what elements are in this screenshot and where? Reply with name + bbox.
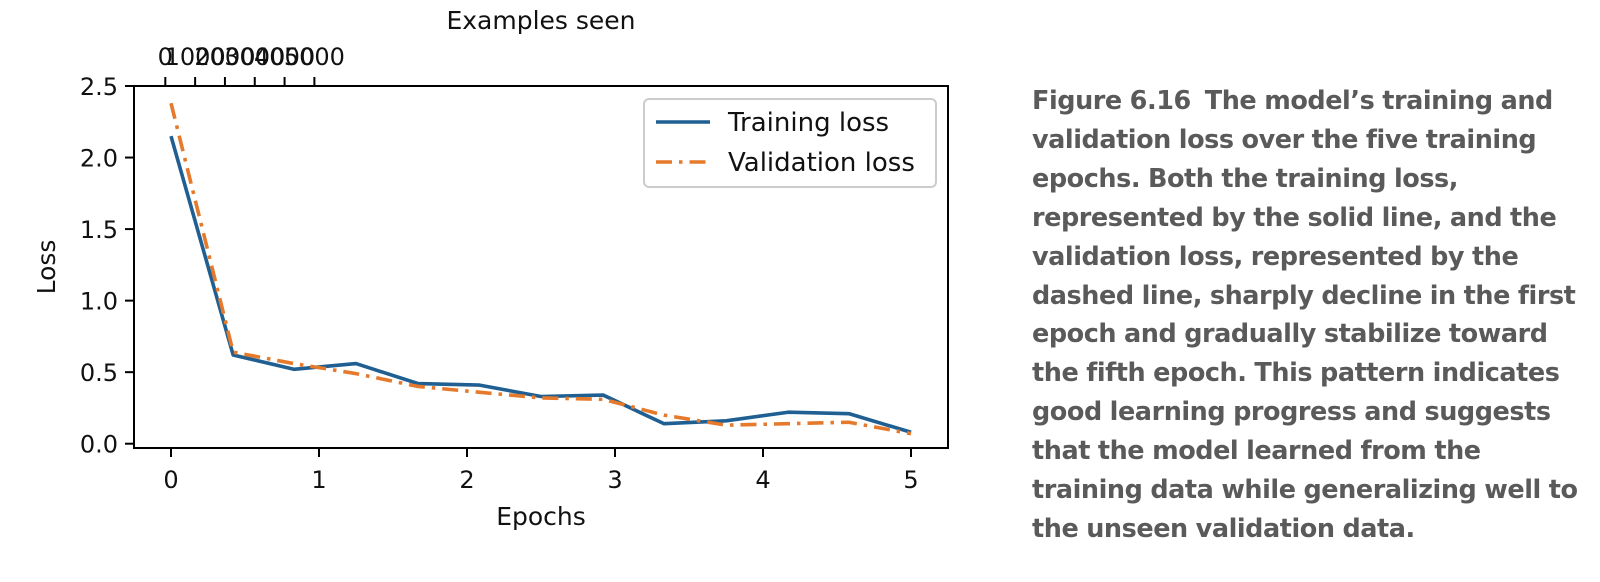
y-tick-label: 1.0 <box>80 288 118 316</box>
plot-frame <box>133 85 949 449</box>
loss-chart: 0 1 2 3 4 50.00.51.01.52.02.50100020003000400… <box>32 6 949 531</box>
plot-area <box>169 102 912 436</box>
axes: 0 1 2 3 4 50.00.51.01.52.02.50100020003000400… <box>32 6 949 531</box>
x-tick-label: 2 <box>459 466 474 494</box>
x-tick-label: 0 <box>163 466 178 494</box>
x-axis-label: Epochs <box>496 502 586 531</box>
top-x-tick-label: 3000 <box>224 43 285 71</box>
top-x-tick-label: 4000 <box>254 43 315 71</box>
top-x-tick-label: 2000 <box>194 43 255 71</box>
top-x-tick-label: 5000 <box>284 43 345 71</box>
top-x-tick-label: 0 <box>158 43 173 71</box>
legend-box <box>643 98 937 188</box>
figure-caption: Figure 6.16 The model’s training and vali… <box>1032 82 1592 549</box>
top-x-tick-label: 1000 <box>165 43 226 71</box>
y-tick-label: 0.0 <box>80 431 118 459</box>
y-tick-label: 0.5 <box>80 359 118 387</box>
legend-label: Validation loss <box>728 148 915 178</box>
series-line-validation-loss <box>169 102 912 436</box>
x-tick-label: 3 <box>607 466 622 494</box>
legend: Training loss Validation loss <box>643 98 937 188</box>
top-x-axis-label: Examples seen <box>446 6 635 35</box>
y-tick-label: 2.5 <box>80 73 118 101</box>
y-axis-label: Loss <box>32 240 61 295</box>
x-tick-label: 1 <box>311 466 326 494</box>
series-line-training-loss <box>169 135 912 434</box>
x-tick-label: 4 <box>755 466 770 494</box>
figure-label: Figure 6.16 <box>1032 86 1191 116</box>
y-tick-label: 1.5 <box>80 216 118 244</box>
x-tick-label: 5 <box>903 466 918 494</box>
caption-text: The model’s training and validation loss… <box>1032 86 1578 544</box>
legend-label: Training loss <box>727 108 889 138</box>
y-tick-label: 2.0 <box>80 145 118 173</box>
